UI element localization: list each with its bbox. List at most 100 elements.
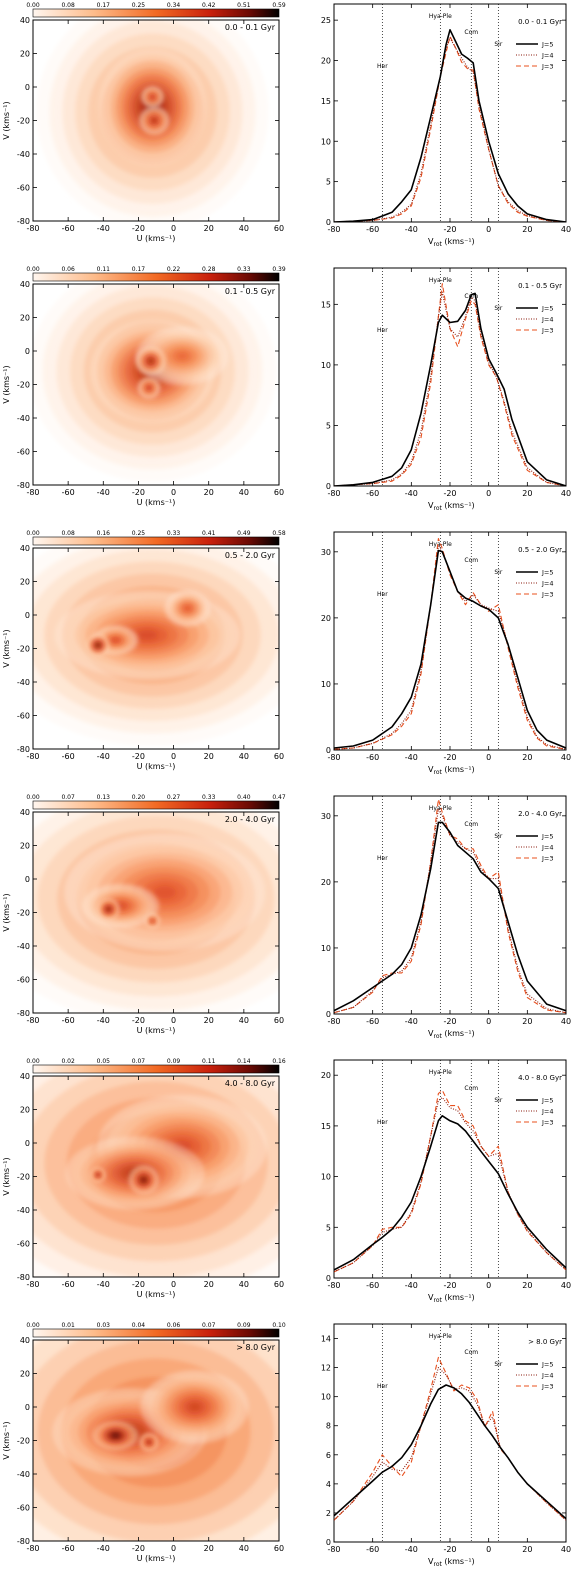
colorbar-tick-label: 0.25: [132, 2, 146, 9]
legend-label: J=5: [541, 833, 554, 841]
colorbar: 0.00 0.01 0.03 0.04 0.06 0.07 0.09 0.10: [26, 1322, 286, 1338]
y-tick-label: -60: [17, 976, 30, 985]
group-label: Her: [377, 591, 388, 598]
x-axis-label: U (kms⁻¹): [137, 762, 176, 771]
density-blob: [136, 630, 158, 641]
x-tick-label: -60: [366, 1017, 379, 1026]
y-tick-label: -20: [17, 381, 30, 390]
y-tick-label: 0: [326, 1010, 331, 1019]
y-tick-label: 20: [20, 50, 30, 59]
y-tick-label: 40: [20, 280, 30, 289]
legend: J=5 J=4 J=3: [516, 1361, 554, 1391]
colorbar-tick-label: 0.27: [167, 794, 181, 801]
group-label: Sir: [494, 1097, 502, 1104]
colorbar-tick-label: 0.47: [272, 794, 286, 801]
x-tick-label: -40: [97, 1280, 110, 1289]
series-line: [334, 1356, 566, 1521]
colorbar-gradient: [32, 536, 280, 546]
group-label: Sir: [494, 833, 502, 840]
y-tick-label: -20: [17, 645, 30, 654]
colorbar: 0.00 0.08 0.16 0.25 0.33 0.41 0.49 0.58: [26, 530, 286, 546]
y-tick-label: 15: [321, 1122, 331, 1131]
uv-panel: 0.00 0.08 0.16 0.25 0.33 0.41 0.49 0.58 -80 -60 -4…: [2, 530, 286, 771]
colorbar-tick-label: 0.16: [272, 1058, 286, 1065]
x-tick-label: -40: [97, 752, 110, 761]
colorbar-tick-label: 0.33: [167, 530, 181, 537]
x-axis-label: Vrot (kms⁻¹): [428, 1029, 475, 1040]
y-tick-label: 40: [20, 1072, 30, 1081]
x-tick-label: -40: [97, 1016, 110, 1025]
colorbar-tick-label: 0.39: [272, 266, 286, 273]
legend-label: J=5: [541, 41, 554, 49]
x-axis-label: Vrot (kms⁻¹): [428, 1557, 475, 1568]
colorbar-tick-label: 0.42: [202, 2, 216, 9]
y-tick-label: 40: [20, 1336, 30, 1345]
y-tick-label: -80: [17, 745, 30, 754]
x-tick-label: 20: [522, 1281, 532, 1290]
y-tick-label: 5: [326, 1223, 331, 1232]
group-label: Sir: [494, 41, 502, 48]
y-tick-label: -20: [17, 117, 30, 126]
legend-label: J=5: [541, 1361, 554, 1369]
series-line: [334, 292, 566, 486]
group-label: Her: [377, 855, 388, 862]
y-tick-label: 10: [321, 137, 331, 146]
x-tick-label: -80: [26, 1544, 39, 1553]
colorbar: 0.00 0.02 0.05 0.07 0.09 0.11 0.14 0.16: [26, 1058, 286, 1074]
y-tick-label: 0: [326, 746, 331, 755]
y-tick-label: -60: [17, 184, 30, 193]
x-tick-label: 40: [239, 488, 249, 497]
x-tick-label: 0: [171, 752, 176, 761]
group-label: Sir: [494, 305, 502, 312]
series-group: [334, 283, 566, 486]
y-tick-label: 30: [321, 548, 331, 557]
y-tick-label: -40: [17, 414, 30, 423]
y-tick-label: 0: [25, 83, 30, 92]
density-blob: [147, 386, 151, 390]
x-axis-label: Vrot (kms⁻¹): [428, 237, 475, 248]
x-tick-label: 60: [274, 1016, 284, 1025]
x-axis-label: U (kms⁻¹): [137, 1026, 176, 1035]
x-tick-label: 60: [274, 224, 284, 233]
y-tick-label: -40: [17, 150, 30, 159]
age-label: > 8.0 Gyr: [528, 1338, 562, 1346]
series-line: [334, 544, 566, 750]
x-tick-label: -80: [327, 1017, 340, 1026]
colorbar-gradient: [32, 1064, 280, 1074]
x-axis-label-unit: (kms⁻¹): [442, 1029, 475, 1038]
group-label: Com: [464, 557, 478, 564]
x-tick-label: -80: [26, 1016, 39, 1025]
y-tick-label: -40: [17, 942, 30, 951]
x-tick-label: -80: [26, 1280, 39, 1289]
age-label: 2.0 - 4.0 Gyr: [225, 815, 276, 824]
y-tick-label: 10: [321, 361, 331, 370]
colorbar-tick-label: 0.07: [202, 1322, 216, 1329]
x-axis-label: Vrot (kms⁻¹): [428, 1293, 475, 1304]
series-line: [334, 291, 566, 486]
series-group: [334, 798, 566, 1014]
x-tick-label: 20: [522, 753, 532, 762]
group-label: Her: [377, 1119, 388, 1126]
age-label: 0.5 - 2.0 Gyr: [225, 551, 276, 560]
colorbar-tick-label: 0.49: [237, 530, 251, 537]
x-tick-label: 40: [561, 489, 571, 498]
y-tick-label: 10: [321, 1173, 331, 1182]
legend: J=5 J=4 J=3: [516, 41, 554, 71]
series-group: [334, 1356, 566, 1521]
age-label: 0.1 - 0.5 Gyr: [225, 287, 276, 296]
density-blob: [153, 885, 176, 899]
x-axis-label-main: V: [428, 1029, 434, 1038]
x-axis-label-unit: (kms⁻¹): [442, 501, 475, 510]
y-axis-label: V (kms⁻¹): [2, 1421, 11, 1459]
y-tick-label: -60: [17, 1504, 30, 1513]
x-tick-label: -80: [327, 1281, 340, 1290]
y-tick-label: 20: [20, 578, 30, 587]
colorbar-tick-label: 0.17: [132, 266, 146, 273]
group-label: Her: [377, 63, 388, 70]
y-tick-label: 6: [326, 1451, 331, 1460]
x-tick-label: -20: [132, 224, 145, 233]
series-line: [334, 1115, 566, 1271]
colorbar-tick-label: 0.00: [26, 1058, 40, 1065]
colorbar-tick-label: 0.41: [202, 530, 216, 537]
x-axis-label: U (kms⁻¹): [137, 1290, 176, 1299]
